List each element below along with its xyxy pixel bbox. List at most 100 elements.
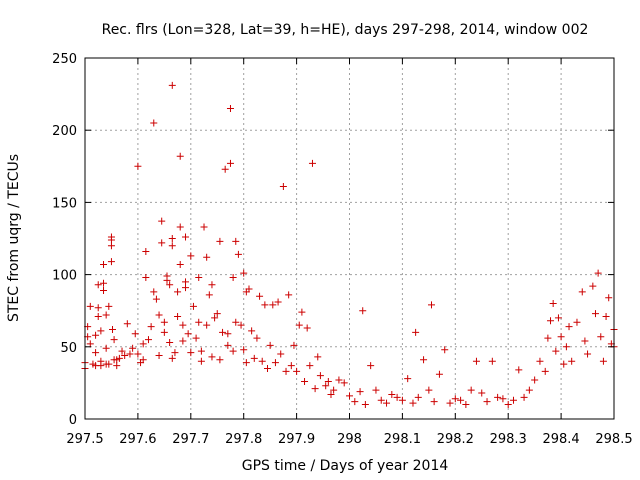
- data-point: [504, 401, 512, 409]
- data-point: [377, 396, 385, 404]
- data-point: [356, 388, 364, 396]
- data-point: [166, 281, 174, 289]
- data-point: [282, 367, 290, 375]
- data-point: [578, 288, 586, 296]
- data-point: [584, 350, 592, 358]
- data-point: [335, 376, 343, 384]
- data-point: [203, 321, 211, 329]
- data-point: [531, 376, 539, 384]
- x-tick-label: 297.5: [66, 432, 103, 447]
- data-point: [301, 377, 309, 385]
- data-point: [219, 328, 227, 336]
- data-point: [102, 311, 110, 319]
- data-point: [150, 119, 158, 127]
- grid: [85, 58, 614, 419]
- data-point: [253, 334, 261, 342]
- data-point: [425, 386, 433, 394]
- data-point: [216, 237, 224, 245]
- data-point: [340, 379, 348, 387]
- data-point: [123, 320, 131, 328]
- data-point: [155, 351, 163, 359]
- data-point: [258, 357, 266, 365]
- data-point: [597, 333, 605, 341]
- data-point: [568, 357, 576, 365]
- data-point: [245, 285, 253, 293]
- data-point: [160, 318, 168, 326]
- data-point: [581, 337, 589, 345]
- data-point: [599, 357, 607, 365]
- x-tick-label: 297.7: [172, 432, 209, 447]
- data-point: [168, 242, 176, 250]
- data-point: [478, 389, 486, 397]
- x-tick-label: 298.1: [384, 432, 421, 447]
- data-point: [552, 347, 560, 355]
- data-point: [547, 317, 555, 325]
- data-point: [139, 356, 147, 364]
- y-tick-label: 100: [52, 269, 77, 284]
- data-point: [536, 357, 544, 365]
- data-point: [189, 302, 197, 310]
- data-point: [462, 401, 470, 409]
- data-point: [594, 269, 602, 277]
- data-point: [226, 159, 234, 167]
- data-point: [229, 273, 237, 281]
- data-point: [266, 341, 274, 349]
- data-point: [94, 281, 102, 289]
- data-point: [179, 337, 187, 345]
- data-point: [131, 330, 139, 338]
- data-point: [472, 357, 480, 365]
- y-tick-label: 50: [60, 341, 77, 356]
- x-tick-label: 298.2: [437, 432, 474, 447]
- data-point: [316, 372, 324, 380]
- data-point: [107, 233, 115, 241]
- data-point: [86, 340, 94, 348]
- data-point: [100, 279, 108, 287]
- data-point: [150, 288, 158, 296]
- data-point: [109, 325, 117, 333]
- x-tick-label: 297.8: [225, 432, 262, 447]
- data-point: [197, 347, 205, 355]
- data-point: [168, 81, 176, 89]
- data-point: [441, 346, 449, 354]
- data-point: [152, 295, 160, 303]
- data-point: [100, 260, 108, 268]
- data-point: [166, 338, 174, 346]
- data-point: [229, 347, 237, 355]
- data-point: [520, 393, 528, 401]
- y-tick-label: 200: [52, 124, 77, 139]
- data-point: [92, 331, 100, 339]
- data-point: [414, 393, 422, 401]
- data-points: [81, 81, 618, 409]
- data-point: [549, 299, 557, 307]
- data-point: [412, 328, 420, 336]
- data-point: [573, 318, 581, 326]
- data-point: [142, 247, 150, 255]
- data-point: [308, 159, 316, 167]
- data-point: [94, 304, 102, 312]
- data-point: [509, 396, 517, 404]
- data-point: [285, 291, 293, 299]
- data-point: [105, 302, 113, 310]
- data-point: [168, 354, 176, 362]
- data-point: [203, 253, 211, 261]
- data-point: [383, 399, 391, 407]
- y-tick-label: 150: [52, 196, 77, 211]
- data-point: [457, 396, 465, 404]
- data-point: [311, 385, 319, 393]
- data-point: [589, 282, 597, 290]
- data-point: [602, 312, 610, 320]
- data-point: [205, 291, 213, 299]
- data-point: [264, 364, 272, 372]
- data-point: [562, 343, 570, 351]
- data-point: [171, 349, 179, 357]
- data-point: [544, 334, 552, 342]
- data-point: [155, 311, 163, 319]
- y-axis-ticks: 0 50 100 150 200 250: [52, 52, 614, 428]
- data-point: [290, 341, 298, 349]
- data-point: [86, 302, 94, 310]
- data-point: [298, 308, 306, 316]
- data-point: [306, 362, 314, 370]
- data-point: [274, 298, 282, 306]
- data-point: [293, 367, 301, 375]
- data-point: [174, 288, 182, 296]
